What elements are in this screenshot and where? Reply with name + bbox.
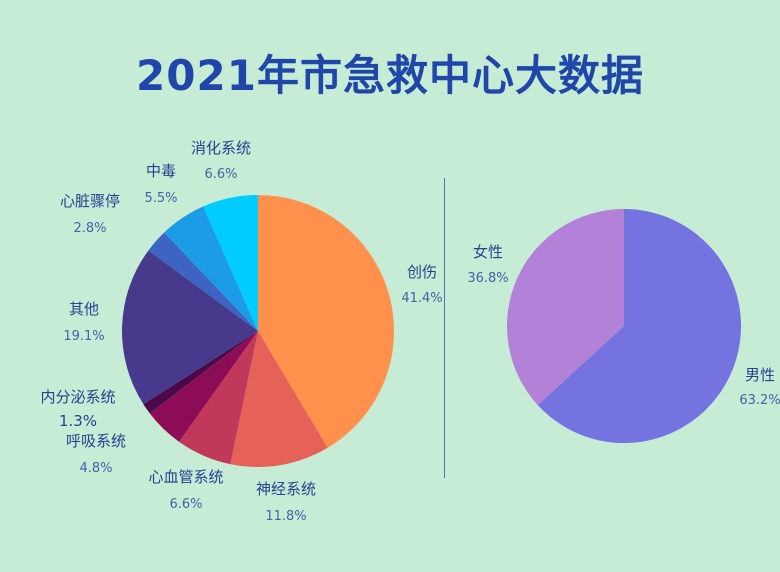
pie-labels-gender: 男性 63.2% 女性 36.8% (467, 243, 780, 408)
pie1-label-value-7: 5.5% (144, 191, 177, 206)
pie1-label-name-2: 心血管系统 (148, 468, 223, 486)
pie1-label-name-8: 消化系统 (191, 139, 251, 157)
pie1-label-name-0: 创伤 (407, 263, 437, 281)
pie1-label-value-0: 41.4% (401, 291, 442, 306)
pie1-slice-5 (121, 250, 259, 405)
pie1-label-value-6: 2.8% (73, 221, 106, 236)
pie1-label-value-8: 6.6% (204, 167, 237, 182)
pie1-label-value-1: 11.8% (265, 509, 306, 524)
pie1-slice-2 (179, 331, 258, 465)
pie1-slice-8 (203, 195, 258, 331)
pie1-slice-1 (230, 331, 328, 468)
pie1-label-name-3: 呼吸系统 (66, 432, 126, 450)
pie1-slice-6 (148, 232, 258, 331)
pie1-label-name-7: 中毒 (146, 162, 176, 180)
pie1-label-name-5: 其他 (69, 300, 99, 318)
pie1-label-value-3: 4.8% (79, 461, 112, 476)
pie1-slice-0 (258, 195, 395, 448)
pie2-label-name-1: 女性 (473, 243, 503, 261)
pie1-slice-4 (143, 331, 258, 414)
page-title: 2021年市急救中心大数据 (136, 51, 644, 100)
pie2-slice-1 (507, 209, 624, 406)
pie1-label-name-1: 神经系统 (256, 480, 316, 498)
pie1-label-value-4: 1.3% (59, 412, 97, 430)
pie2-label-value-1: 36.8% (467, 271, 508, 286)
pie1-slice-3 (149, 331, 258, 442)
pie2-slice-0 (537, 209, 742, 443)
divider (444, 178, 445, 478)
pie1-slice-7 (164, 206, 258, 331)
pie1-label-value-5: 19.1% (63, 329, 104, 344)
pie1-label-name-6: 心脏骤停 (60, 192, 120, 210)
pie2-label-name-0: 男性 (745, 366, 775, 384)
pie1-label-value-2: 6.6% (169, 497, 202, 512)
pie-chart-gender (507, 209, 742, 443)
pie-labels-emergency-categories: 创伤 41.4% 神经系统 11.8% 心血管系统 6.6% 呼吸系统 4.8% 内分泌系统 1.… (40, 139, 442, 524)
pie-chart-emergency-categories (121, 195, 395, 468)
pie2-label-value-0: 63.2% (739, 393, 780, 408)
pie1-label-name-4: 内分泌系统 (40, 388, 115, 406)
